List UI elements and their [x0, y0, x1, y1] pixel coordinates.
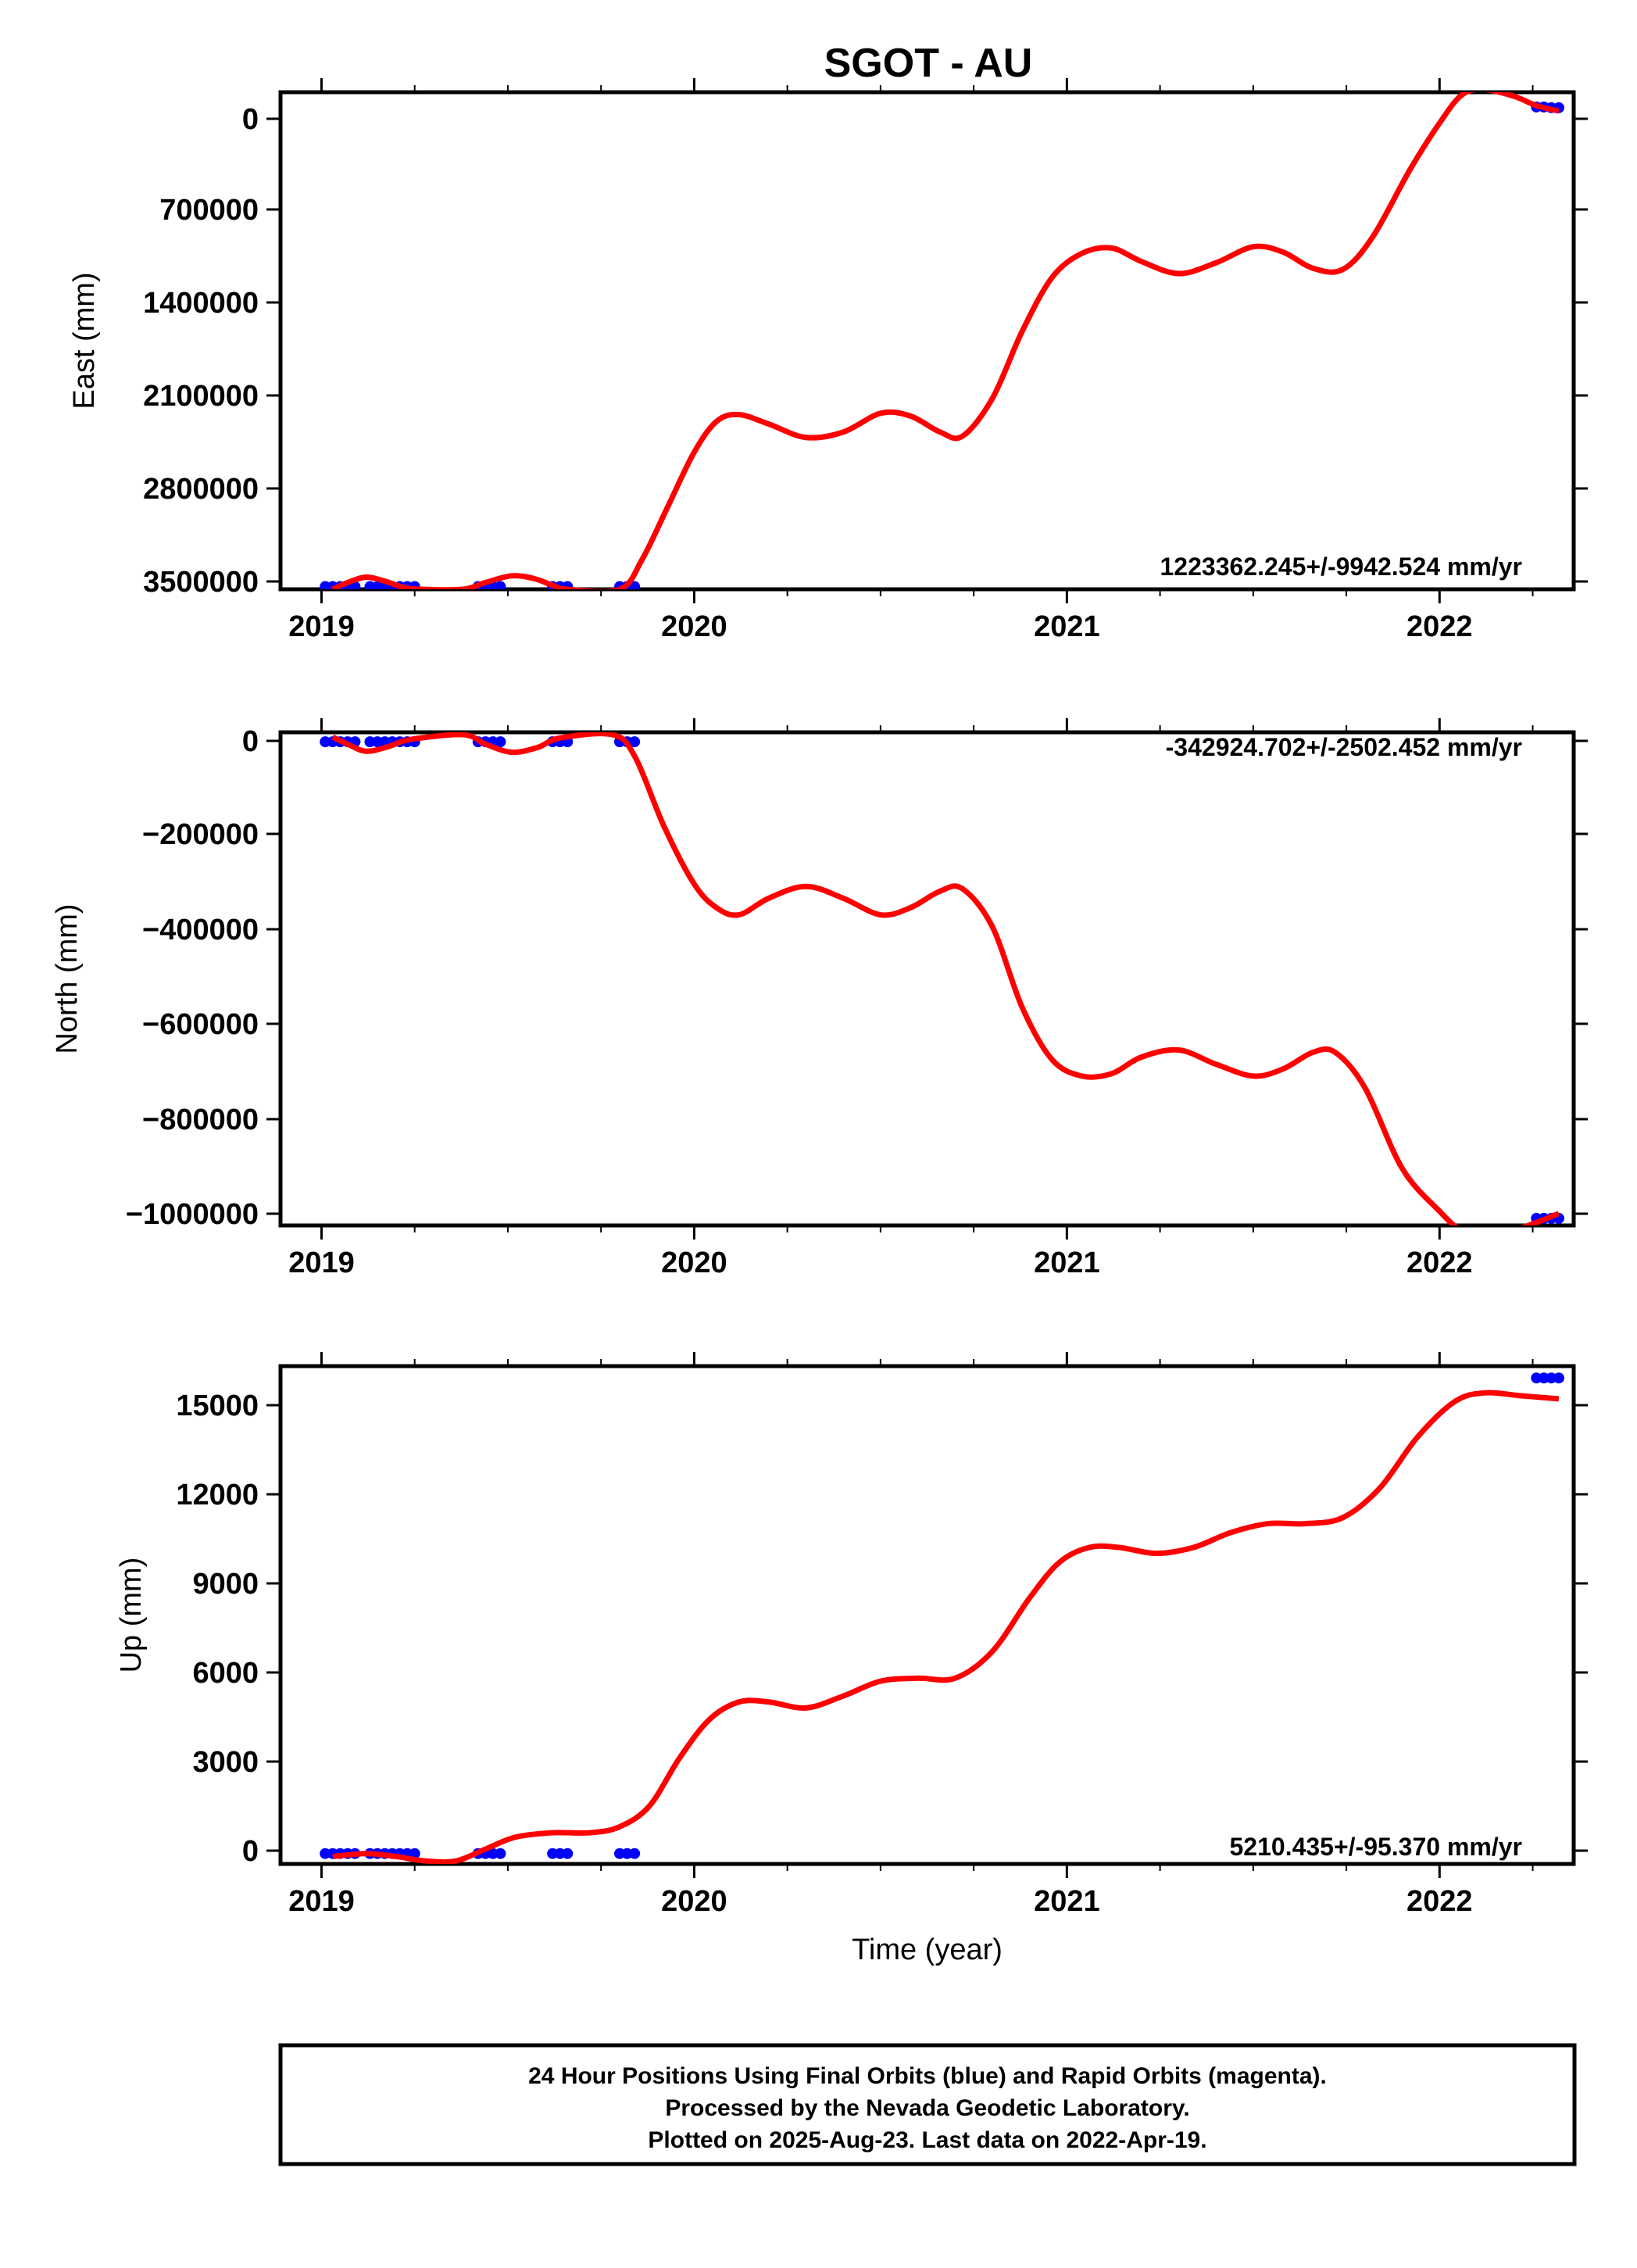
- plot-area: [320, 1372, 1564, 1864]
- y-tick-label: 2100000: [143, 380, 259, 413]
- y-tick-label: 15000: [176, 1390, 259, 1422]
- x-tick-label: 2022: [1406, 610, 1473, 643]
- panel-up: 2019 2020 2021 2022 0 3000 6000 9000 12000 15000 U…: [115, 1352, 1588, 1966]
- footer-box: [278, 2043, 1577, 2166]
- data-point: [629, 736, 641, 748]
- y-tick-label: −800000: [142, 1104, 259, 1136]
- y-tick-label: 12000: [176, 1479, 259, 1511]
- y-tick-label: 3500000: [143, 566, 259, 599]
- y-tick-label: 6000: [192, 1657, 259, 1690]
- plot-frame: [278, 730, 1576, 1228]
- y-tick-label: −200000: [142, 818, 259, 851]
- x-tick-label: 2021: [1034, 610, 1100, 643]
- y-tick-label: −1000000: [126, 1198, 259, 1231]
- plot-area: [320, 732, 1564, 1225]
- plot-frame: [278, 1364, 1576, 1866]
- plot-area: [320, 92, 1564, 589]
- x-tick-label: 2020: [661, 1247, 727, 1279]
- y-tick-label: −600000: [142, 1008, 259, 1041]
- y-tick-label: 0: [242, 103, 259, 136]
- x-tick-label: 2020: [661, 1885, 727, 1918]
- x-tick-label: 2019: [288, 610, 355, 643]
- panel-east: 2019 2020 2021 2022 0 700000 1400000 2100000 280…: [68, 78, 1588, 643]
- y-tick-label: 0: [242, 725, 259, 758]
- y-tick-label: 700000: [159, 194, 259, 227]
- rate-annotation: -342924.702+/-2502.452 mm/yr: [1166, 733, 1522, 761]
- model-curve: [331, 732, 1560, 1225]
- x-axis-label: Time (year): [852, 1934, 1003, 1966]
- footer-line-2: Processed by the Nevada Geodetic Laborat…: [665, 2095, 1189, 2121]
- x-tick-label: 2022: [1406, 1885, 1473, 1918]
- data-point: [495, 581, 506, 589]
- y-axis-label: North (mm): [51, 903, 84, 1054]
- x-tick-label: 2020: [661, 610, 727, 643]
- y-tick-label: 1400000: [143, 287, 259, 320]
- plot-frame: [278, 90, 1576, 592]
- y-axis-label: Up (mm): [115, 1558, 148, 1673]
- data-point: [629, 1848, 641, 1859]
- x-tick-label: 2019: [288, 1247, 355, 1279]
- footer-line-3: Plotted on 2025-Aug-23. Last data on 202…: [648, 2127, 1206, 2153]
- y-tick-label: −400000: [142, 914, 259, 946]
- rate-annotation: 1223362.245+/-9942.524 mm/yr: [1160, 553, 1523, 581]
- x-tick-label: 2021: [1034, 1247, 1100, 1279]
- footer-line-1: 24 Hour Positions Using Final Orbits (bl…: [528, 2063, 1327, 2089]
- chart-title: SGOT - AU: [824, 41, 1033, 86]
- y-tick-label: 2800000: [143, 473, 259, 506]
- y-tick-label: 3000: [192, 1746, 259, 1779]
- data-point: [409, 1848, 420, 1859]
- x-tick-label: 2019: [288, 1885, 355, 1918]
- model-curve: [331, 92, 1560, 589]
- data-point: [1553, 1372, 1564, 1384]
- y-axis-label: East (mm): [68, 272, 101, 409]
- rate-annotation: 5210.435+/-95.370 mm/yr: [1229, 1833, 1522, 1861]
- data-point: [562, 1848, 574, 1859]
- data-point: [495, 736, 506, 748]
- model-curve: [332, 1390, 1560, 1864]
- x-tick-label: 2022: [1406, 1247, 1473, 1279]
- y-tick-label: 9000: [192, 1568, 259, 1601]
- x-tick-label: 2021: [1034, 1885, 1100, 1918]
- data-point: [495, 1848, 506, 1859]
- panel-north: 2019 2020 2021 2022 0 −200000 −400000 −600000 −8…: [51, 718, 1588, 1279]
- y-tick-label: 0: [242, 1835, 259, 1868]
